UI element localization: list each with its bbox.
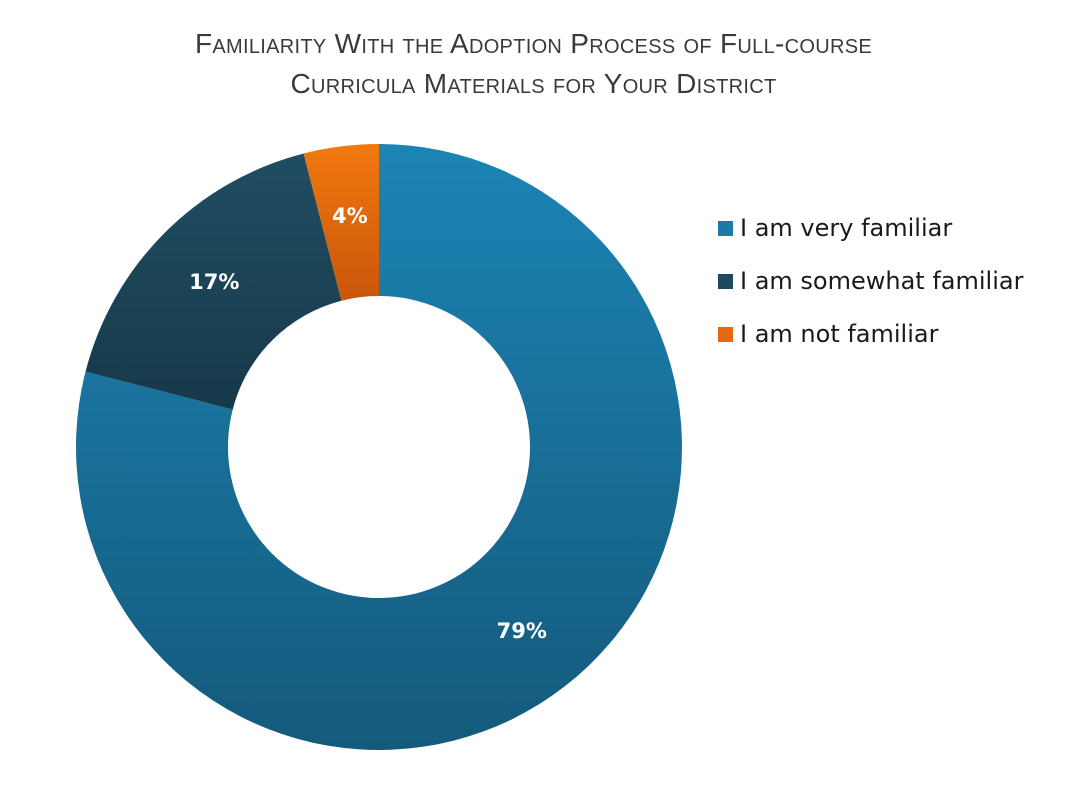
legend-item-2: I am somewhat familiar <box>718 261 1023 301</box>
legend-swatch-1 <box>718 220 733 236</box>
chart-title-line-2: Curricula Materials for Your District <box>290 68 777 99</box>
legend-swatch-2 <box>718 273 733 289</box>
donut-slice-2 <box>85 153 342 410</box>
chart-title: Familiarity With the Adoption Process of… <box>0 24 1067 104</box>
slice-data-label-3: 4% <box>332 204 368 228</box>
legend-label-3: I am not familiar <box>740 320 939 348</box>
legend-label-1: I am very familiar <box>740 214 953 242</box>
chart-title-line-1: Familiarity With the Adoption Process of… <box>195 28 872 59</box>
legend-swatch-3 <box>718 326 733 342</box>
slice-data-label-1: 79% <box>497 619 547 643</box>
legend: I am very familiar I am somewhat familiar… <box>718 208 1023 367</box>
slice-data-label-2: 17% <box>189 270 239 294</box>
donut-slice-3 <box>303 144 379 301</box>
legend-label-2: I am somewhat familiar <box>740 267 1024 295</box>
legend-item-3: I am not familiar <box>718 314 1023 354</box>
legend-item-1: I am very familiar <box>718 208 1023 248</box>
donut-slice-1 <box>76 144 683 750</box>
